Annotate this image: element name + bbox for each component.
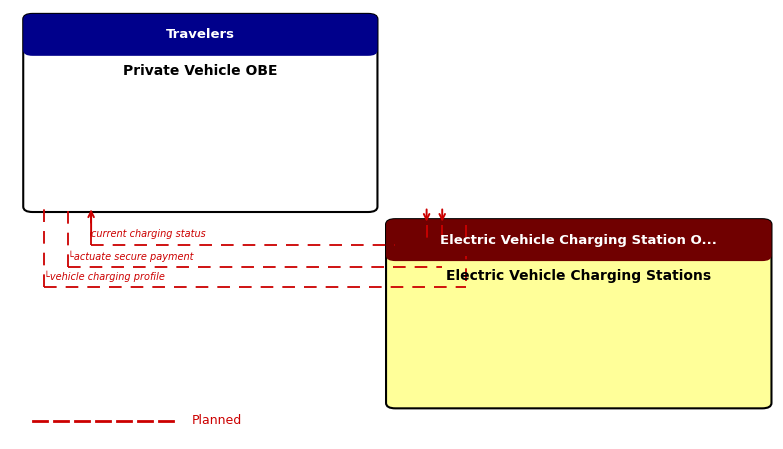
Text: Planned: Planned: [192, 414, 242, 427]
Text: Private Vehicle OBE: Private Vehicle OBE: [123, 64, 278, 78]
Text: Electric Vehicle Charging Station O...: Electric Vehicle Charging Station O...: [440, 233, 717, 247]
Text: └vehicle charging profile: └vehicle charging profile: [45, 270, 165, 282]
Text: └actuate secure payment: └actuate secure payment: [67, 250, 193, 261]
Text: Travelers: Travelers: [166, 28, 235, 41]
Bar: [395, 242, 762, 256]
Text: current charging status: current charging status: [91, 229, 206, 239]
Bar: [33, 36, 368, 50]
FancyBboxPatch shape: [386, 219, 771, 408]
FancyBboxPatch shape: [386, 219, 771, 261]
FancyBboxPatch shape: [23, 14, 377, 56]
Text: Electric Vehicle Charging Stations: Electric Vehicle Charging Stations: [446, 269, 711, 283]
FancyBboxPatch shape: [23, 14, 377, 212]
